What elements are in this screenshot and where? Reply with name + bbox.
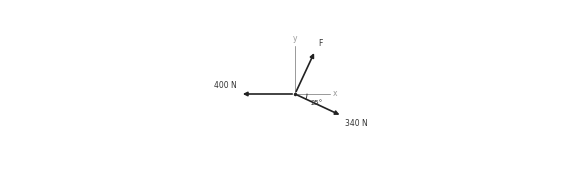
Text: F: F [318, 40, 323, 49]
Text: x: x [333, 90, 337, 98]
Text: 340 N: 340 N [345, 119, 368, 128]
Text: 25°: 25° [311, 100, 323, 106]
Text: y: y [293, 34, 297, 43]
Text: 400 N: 400 N [215, 81, 237, 90]
